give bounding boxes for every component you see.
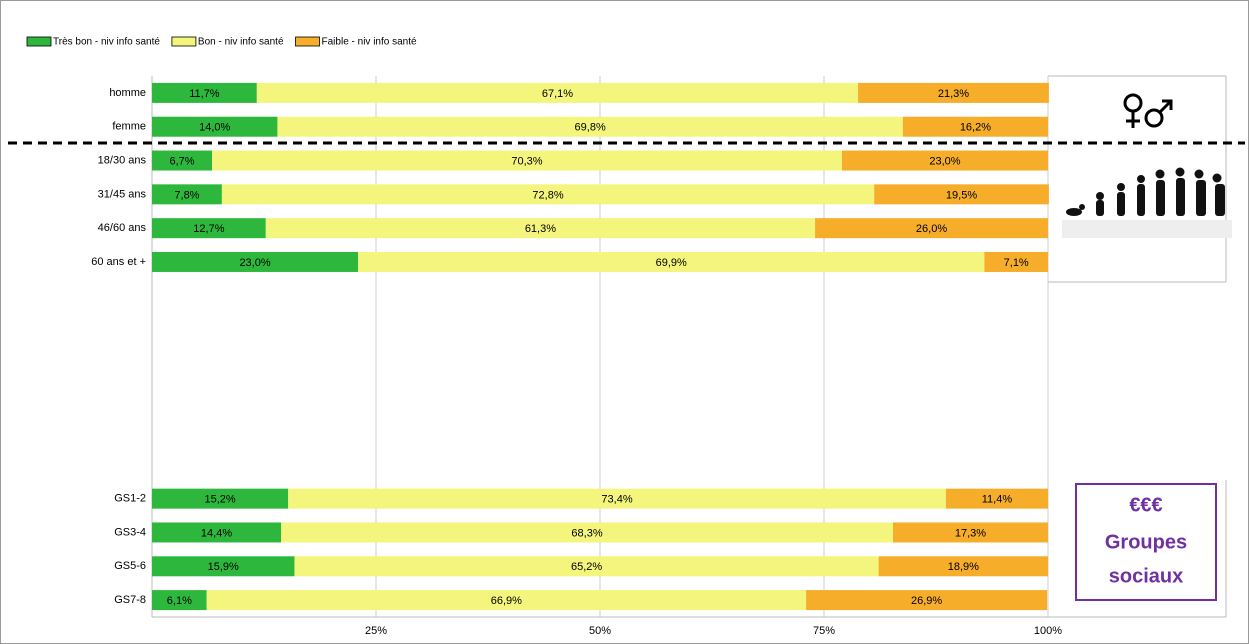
legend-label: Bon - niv info santé: [198, 37, 284, 48]
data-label: 72,8%: [532, 189, 563, 201]
y-tick-label: homme: [109, 87, 146, 99]
data-label: 23,0%: [239, 257, 270, 269]
annotation: €€€: [1129, 494, 1162, 516]
data-label: 66,9%: [491, 595, 522, 607]
data-label: 21,3%: [938, 88, 969, 100]
data-label: 17,3%: [955, 527, 986, 539]
data-label: 69,9%: [656, 257, 687, 269]
y-tick-label: 60 ans et +: [91, 256, 146, 268]
data-label: 69,8%: [575, 122, 606, 134]
y-tick-label: 46/60 ans: [98, 222, 147, 234]
data-label: 15,2%: [204, 494, 235, 506]
annotation: Groupes: [1105, 531, 1187, 553]
data-label: 7,8%: [174, 189, 199, 201]
y-tick-label: femme: [112, 121, 146, 133]
legend-swatch: [296, 37, 320, 46]
legend-swatch: [172, 37, 196, 46]
x-tick-label: 75%: [813, 625, 835, 637]
data-label: 61,3%: [525, 223, 556, 235]
data-label: 16,2%: [960, 122, 991, 134]
data-label: 7,1%: [1004, 257, 1029, 269]
legend-label: Très bon - niv info santé: [53, 37, 160, 48]
data-label: 18,9%: [948, 561, 979, 573]
data-label: 11,4%: [982, 494, 1013, 506]
x-tick-label: 100%: [1034, 625, 1062, 637]
data-label: 65,2%: [571, 561, 602, 573]
data-label: 14,4%: [201, 527, 232, 539]
x-tick-label: 50%: [589, 625, 611, 637]
data-label: 73,4%: [601, 494, 632, 506]
data-label: 26,0%: [916, 223, 947, 235]
y-tick-label: GS5-6: [114, 560, 146, 572]
data-label: 70,3%: [511, 155, 542, 167]
data-label: 26,9%: [911, 595, 942, 607]
y-tick-label: GS1-2: [114, 493, 146, 505]
data-label: 67,1%: [542, 88, 573, 100]
legend-swatch: [27, 37, 51, 46]
y-tick-label: 31/45 ans: [98, 188, 147, 200]
data-label: 11,7%: [189, 88, 220, 100]
data-label: 6,7%: [169, 155, 194, 167]
chart: 25% 50% 75% 100% Très bon - niv info santé Bo…: [0, 0, 1249, 644]
y-tick-label: GS3-4: [114, 526, 146, 538]
annotation: sociaux: [1109, 565, 1183, 587]
y-tick-label: 18/30 ans: [98, 154, 147, 166]
x-tick-label: 25%: [365, 625, 387, 637]
y-tick-label: GS7-8: [114, 594, 146, 606]
data-label: 23,0%: [929, 155, 960, 167]
data-label: 15,9%: [208, 561, 239, 573]
legend-label: Faible - niv info santé: [322, 37, 417, 48]
data-label: 68,3%: [571, 527, 602, 539]
data-label: 6,1%: [167, 595, 192, 607]
data-label: 12,7%: [193, 223, 224, 235]
data-label: 19,5%: [946, 189, 977, 201]
data-label: 14,0%: [199, 122, 230, 134]
